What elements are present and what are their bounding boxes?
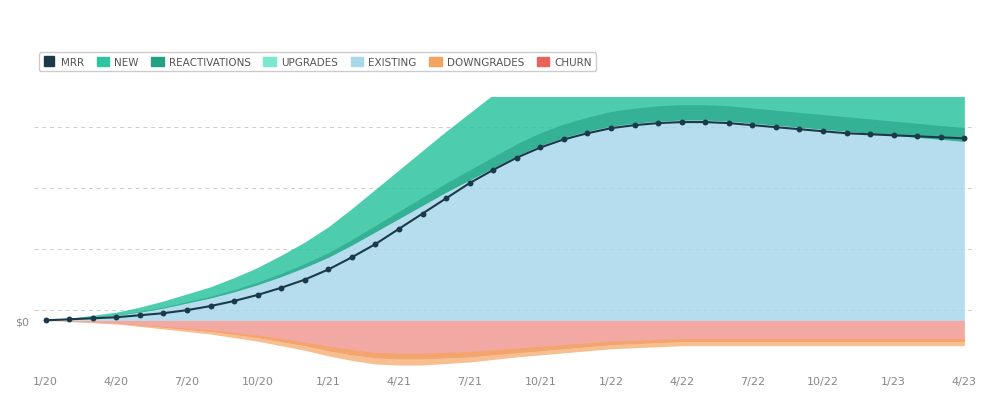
Point [556,137,572,143]
Point [249,292,265,298]
Point [509,155,525,162]
Point [38,317,54,324]
Point [438,196,454,202]
Point [344,254,360,261]
Point [414,211,430,217]
Point [603,126,619,132]
Point [368,241,384,248]
Point [862,132,878,138]
Point [721,121,737,127]
Point [956,136,972,142]
Point [62,316,78,323]
Point [203,303,219,310]
Point [580,131,595,137]
Point [297,277,313,283]
Point [227,298,243,304]
Point [839,131,855,137]
Point [932,135,948,141]
Point [791,127,807,133]
Point [391,226,407,233]
Point [179,307,195,314]
Point [533,145,549,151]
Point [650,121,666,127]
Point [320,267,336,273]
Point [84,315,100,322]
Point [132,312,148,319]
Point [745,123,760,129]
Point [155,310,171,317]
Point [674,119,690,126]
Point [910,134,925,140]
Point [886,133,902,139]
Point [273,285,289,291]
Point [461,180,477,187]
Point [108,314,124,321]
Legend: MRR, NEW, REACTIVATIONS, UPGRADES, EXISTING, DOWNGRADES, CHURN: MRR, NEW, REACTIVATIONS, UPGRADES, EXIST… [39,53,596,72]
Point [626,123,642,129]
Point [485,167,501,174]
Point [815,129,831,135]
Point [768,125,784,131]
Point [697,119,713,126]
